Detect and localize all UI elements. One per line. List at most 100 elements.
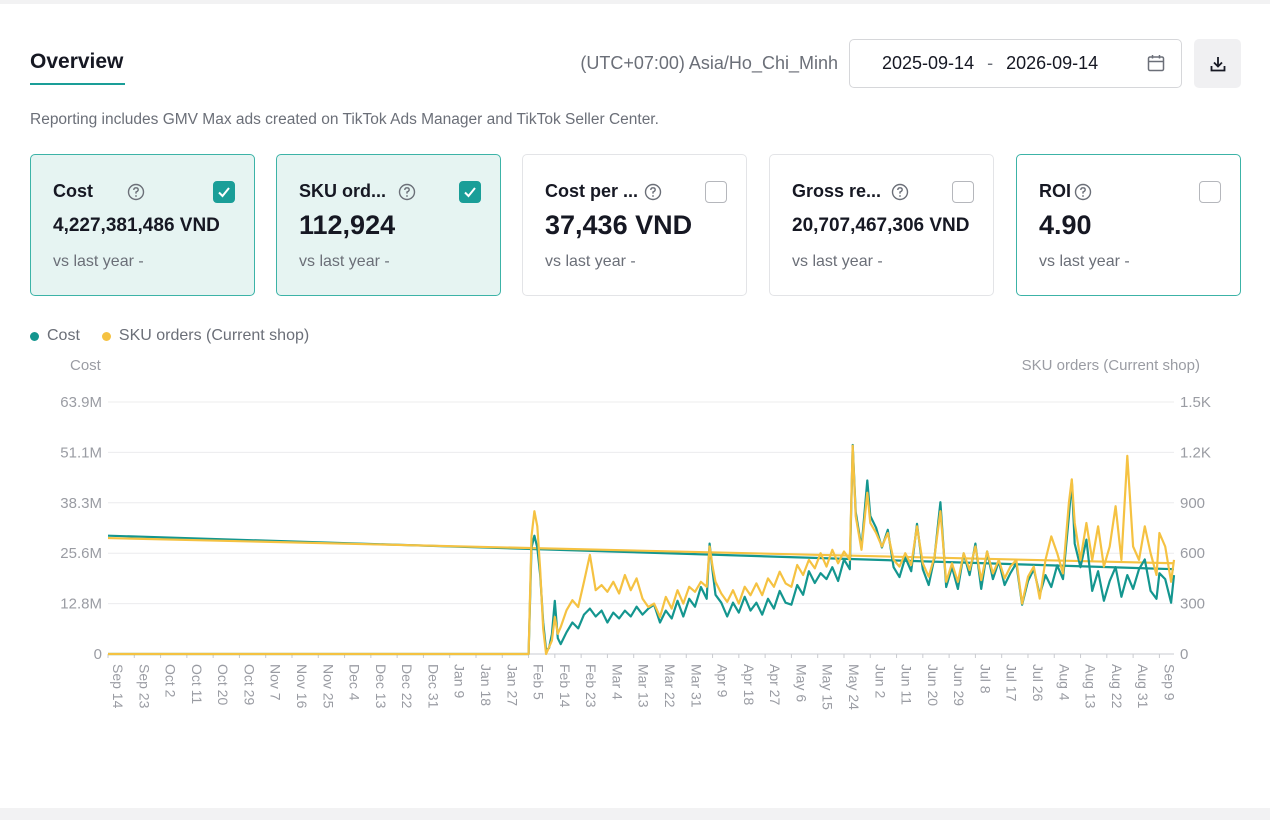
y-left-tick-label: 63.9M [60, 394, 102, 411]
x-tick-label: Jun 2 [872, 664, 888, 698]
metric-checkbox[interactable] [952, 181, 974, 203]
x-tick-label: Aug 31 [1135, 664, 1151, 709]
metric-card-comparison: vs last year - [545, 253, 636, 270]
download-icon [1210, 56, 1225, 71]
checkmark-icon [218, 187, 230, 198]
x-tick-label: May 15 [820, 664, 836, 710]
x-tick-label: Apr 9 [715, 664, 731, 698]
metric-card-value: 20,707,467,306 VND [792, 215, 970, 236]
checkmark-icon [464, 187, 476, 198]
x-tick-label: Sep 9 [1161, 664, 1177, 701]
y-left-tick-label: 12.8M [60, 596, 102, 613]
metric-card-value: 4.90 [1039, 210, 1092, 240]
x-tick-label: Dec 22 [399, 664, 415, 709]
help-icon[interactable] [891, 183, 909, 201]
metric-card-comparison: vs last year - [53, 253, 144, 270]
y-left-tick-label: 38.3M [60, 495, 102, 512]
x-tick-label: Feb 23 [583, 664, 599, 708]
x-tick-label: Apr 18 [741, 664, 757, 705]
metric-card-value: 37,436 VND [545, 210, 693, 240]
date-range-picker[interactable]: 2025-09-14 - 2026-09-14 [849, 39, 1182, 88]
help-icon[interactable] [1074, 183, 1092, 201]
metric-card-cost[interactable]: Cost 4,227,381,486 VND vs last year - [30, 154, 255, 296]
overview-panel: Overview (UTC+07:00) Asia/Ho_Chi_Minh 20… [0, 4, 1270, 808]
metric-card-title: ROI [1039, 181, 1072, 201]
x-tick-label: May 6 [793, 664, 809, 702]
timezone-label: (UTC+07:00) Asia/Ho_Chi_Minh [580, 53, 838, 73]
y-right-tick-label: 900 [1180, 495, 1205, 512]
y-left-tick-label: 0 [94, 646, 102, 663]
y-right-tick-label: 600 [1180, 545, 1205, 562]
legend-label: Cost [47, 327, 80, 344]
legend-dot [101, 331, 111, 341]
x-tick-label: Nov 16 [294, 664, 310, 709]
x-tick-label: Jan 9 [452, 664, 468, 698]
chart-legend: Cost SKU orders (Current shop) [30, 327, 331, 345]
y-left-tick-label: 51.1M [60, 444, 102, 461]
metric-card-sku-orders[interactable]: SKU ord... 112,924 vs last year - [276, 154, 501, 296]
metric-checkbox[interactable] [213, 181, 235, 203]
legend-item-cost[interactable]: Cost [30, 327, 80, 345]
x-tick-label: Jan 27 [504, 664, 520, 706]
x-tick-label: Apr 27 [767, 664, 783, 705]
download-button[interactable] [1194, 39, 1241, 88]
y-right-tick-label: 300 [1180, 596, 1205, 613]
legend-label: SKU orders (Current shop) [118, 327, 310, 344]
x-tick-label: Oct 2 [163, 664, 179, 698]
metric-card-comparison: vs last year - [1039, 253, 1130, 270]
x-tick-label: Aug 22 [1109, 664, 1125, 709]
help-icon[interactable] [127, 183, 145, 201]
metric-card-gross-revenue[interactable]: Gross re... 20,707,467,306 VND vs last y… [769, 154, 994, 296]
x-tick-label: Nov 25 [320, 664, 336, 709]
date-end: 2026-09-14 [1006, 53, 1099, 73]
metric-card-roi[interactable]: ROI 4.90 vs last year - [1016, 154, 1241, 296]
metric-card-value: 4,227,381,486 VND [53, 215, 220, 236]
x-tick-label: Mar 13 [636, 664, 652, 708]
series-trendline [107, 536, 1175, 565]
y-left-tick-label: 25.6M [60, 545, 102, 562]
x-tick-label: Feb 14 [557, 664, 573, 708]
legend-item-sku-orders[interactable]: SKU orders (Current shop) [101, 327, 310, 345]
metric-card-title: SKU ord... [299, 181, 387, 201]
tab-overview[interactable]: Overview [30, 50, 124, 73]
x-tick-label: Jun 29 [951, 664, 967, 706]
series-line-cost [108, 443, 1176, 656]
tab-active-indicator [30, 83, 125, 85]
metric-card-comparison: vs last year - [299, 253, 390, 270]
x-tick-label: Oct 11 [189, 664, 205, 704]
legend-dot [30, 331, 39, 341]
x-tick-label: Mar 31 [688, 664, 704, 708]
x-tick-label: Jan 18 [478, 664, 494, 706]
x-tick-label: Nov 7 [268, 664, 284, 701]
x-tick-label: Dec 4 [347, 664, 363, 701]
x-tick-label: Mar 4 [609, 664, 625, 700]
x-tick-label: Sep 23 [136, 664, 152, 709]
metric-card-cost-per-order[interactable]: Cost per ... 37,436 VND vs last year - [522, 154, 747, 296]
x-tick-label: May 24 [846, 664, 862, 710]
date-separator: - [987, 53, 994, 73]
x-tick-label: Jul 26 [1030, 664, 1046, 702]
help-icon[interactable] [398, 183, 416, 201]
metric-card-comparison: vs last year - [792, 253, 883, 270]
metric-card-title: Gross re... [792, 181, 882, 201]
x-tick-label: Feb 5 [531, 664, 547, 700]
metric-card-value: 112,924 [299, 210, 396, 240]
metric-card-title: Cost [53, 181, 93, 201]
metric-checkbox[interactable] [459, 181, 481, 203]
y-right-tick-label: 0 [1180, 646, 1188, 663]
x-tick-label: Jul 17 [1004, 664, 1020, 702]
x-tick-label: Dec 31 [425, 664, 441, 709]
x-tick-label: Jul 8 [977, 664, 993, 694]
x-tick-label: Dec 13 [373, 664, 389, 709]
y-right-tick-label: 1.5K [1180, 394, 1211, 411]
y-left-axis-title: Cost [70, 357, 102, 374]
series-trendline [107, 534, 1175, 571]
y-right-axis-title: SKU orders (Current shop) [1022, 357, 1200, 374]
metric-checkbox[interactable] [705, 181, 727, 203]
metric-checkbox[interactable] [1199, 181, 1221, 203]
help-icon[interactable] [644, 183, 662, 201]
series-line-sku-orders [108, 444, 1176, 656]
x-tick-label: Mar 22 [662, 664, 678, 708]
date-start: 2025-09-14 [882, 53, 975, 73]
reporting-note: Reporting includes GMV Max ads created o… [30, 111, 659, 128]
